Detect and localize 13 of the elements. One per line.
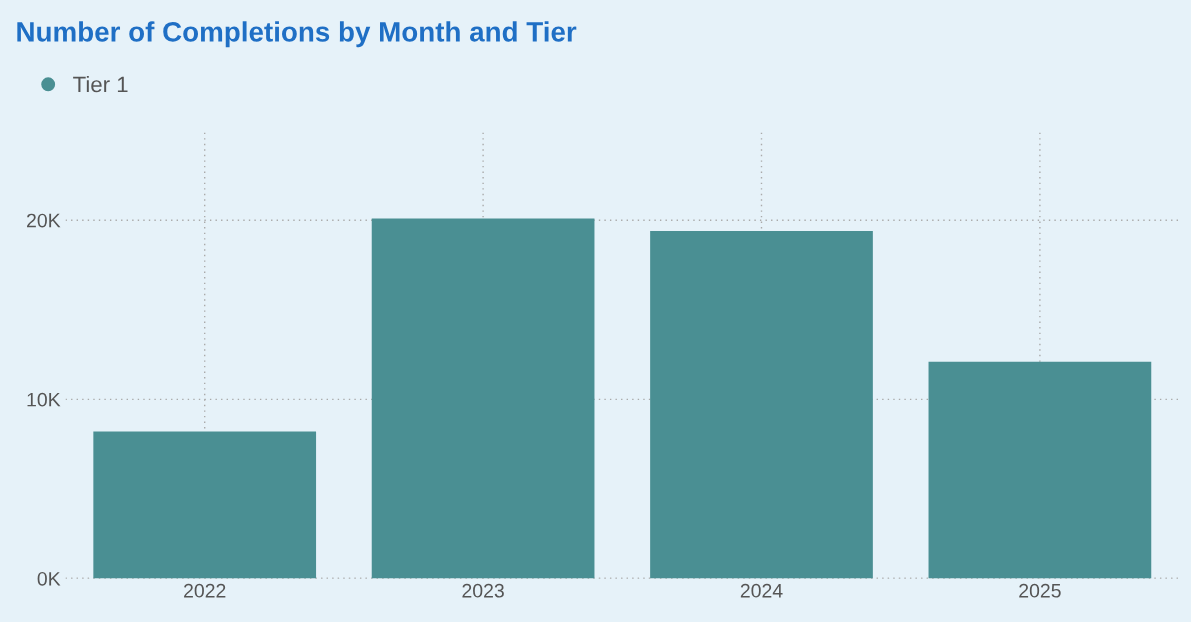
x-tick-label: 2022 (184, 583, 226, 598)
y-tick-label: 20K (27, 213, 61, 228)
chart-title: Number of Completions by Month and Tier (17, 21, 577, 48)
legend-label: Tier 1 (73, 75, 128, 93)
bar (93, 431, 317, 579)
x-tick-label: 2025 (1019, 583, 1061, 598)
bar (650, 230, 873, 579)
bar (928, 361, 1152, 579)
y-tick-label: 10K (27, 392, 61, 407)
x-tick-label: 2024 (740, 583, 783, 598)
y-tick-label: 0K (37, 571, 61, 586)
x-tick-label: 2023 (462, 583, 504, 598)
bar (371, 218, 595, 579)
